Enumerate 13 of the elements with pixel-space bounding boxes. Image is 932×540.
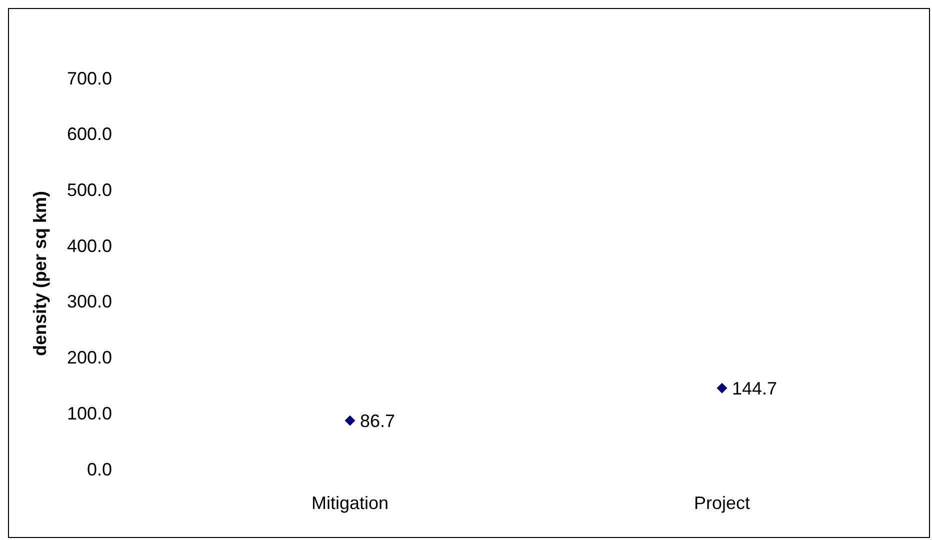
data-label: 86.7 bbox=[360, 410, 396, 431]
y-tick-label: 300.0 bbox=[66, 292, 112, 312]
y-axis-title: density (per sq km) bbox=[30, 190, 50, 356]
y-tick-label: 400.0 bbox=[66, 236, 112, 256]
data-label: 144.7 bbox=[732, 378, 778, 398]
y-tick-label: 600.0 bbox=[66, 124, 112, 144]
y-tick-label: 0.0 bbox=[86, 459, 112, 480]
y-tick-label: 100.0 bbox=[66, 403, 112, 424]
y-tick-label: 500.0 bbox=[66, 180, 112, 200]
x-tick-label: Project bbox=[694, 493, 750, 513]
y-tick-label: 200.0 bbox=[66, 348, 112, 368]
y-tick-label: 700.0 bbox=[66, 68, 112, 88]
x-tick-label: Mitigation bbox=[311, 493, 389, 513]
